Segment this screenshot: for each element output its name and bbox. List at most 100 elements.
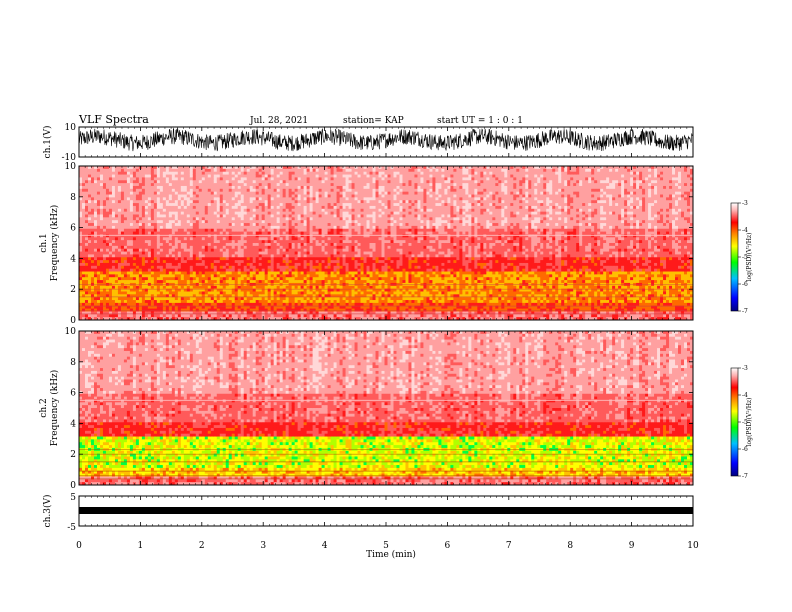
- spectrogram-cell: [108, 314, 113, 318]
- spectrogram-cell: [87, 308, 92, 312]
- spectrogram-cell: [228, 245, 233, 250]
- spectrogram-cell: [207, 265, 212, 270]
- spectrogram-cell: [82, 277, 86, 281]
- spectrogram-cell: [126, 220, 131, 224]
- spectrogram-cell: [79, 200, 83, 204]
- spectrogram-cell: [99, 188, 104, 193]
- spectrogram-cell: [291, 245, 296, 250]
- spectrogram-cell: [105, 302, 110, 307]
- spectrogram-cell: [303, 297, 308, 301]
- spectrogram-cell: [345, 317, 349, 320]
- spectrogram-cell: [162, 177, 167, 181]
- spectrogram-cell: [207, 208, 212, 213]
- spectrogram-cell: [210, 185, 215, 190]
- spectrogram-cell: [249, 237, 254, 241]
- spectrogram-cell: [240, 305, 245, 309]
- spectrogram-cell: [288, 205, 293, 210]
- spectrogram-cell: [171, 285, 176, 290]
- spectrogram-cell: [93, 317, 98, 320]
- spectrogram-cell: [234, 220, 239, 224]
- ch1-spectrogram-image: [79, 166, 693, 320]
- spectrogram-cell: [249, 188, 254, 193]
- spectrogram-cell: [225, 311, 230, 315]
- spectrogram-cell: [183, 254, 188, 258]
- spectrogram-cell: [168, 237, 173, 241]
- spectrogram-cell: [150, 248, 155, 252]
- spectrogram-cell: [243, 300, 248, 304]
- spectrogram-cell: [264, 223, 269, 227]
- spectrogram-cell: [111, 248, 116, 252]
- spectrogram-cell: [150, 243, 155, 247]
- spectrogram-cell: [150, 220, 155, 224]
- spectrogram-cell: [84, 214, 89, 218]
- spectrogram-cell: [267, 174, 272, 178]
- spectrogram-cell: [132, 228, 137, 232]
- spectrogram-cell: [162, 248, 167, 252]
- spectrogram-cell: [219, 223, 224, 227]
- spectrogram-cell: [225, 308, 230, 312]
- spectrogram-cell: [204, 300, 209, 304]
- spectrogram-cell: [315, 254, 320, 258]
- spectrogram-cell: [90, 183, 95, 187]
- spectrogram-cell: [294, 291, 299, 295]
- spectrogram-cell: [216, 208, 221, 213]
- spectrogram-cell: [99, 294, 104, 298]
- spectrogram-cell: [165, 311, 170, 315]
- spectrogram-cell: [213, 243, 218, 247]
- spectrogram-cell: [216, 260, 221, 264]
- spectrogram-cell: [255, 237, 260, 241]
- spectrogram-cell: [117, 280, 122, 284]
- spectrogram-cell: [324, 257, 328, 261]
- spectrogram-cell: [246, 203, 251, 207]
- spectrogram-cell: [345, 271, 349, 275]
- spectrogram-cell: [231, 245, 236, 250]
- spectrogram-cell: [189, 268, 194, 272]
- spectrogram-cell: [150, 203, 155, 207]
- spectrogram-cell: [162, 308, 167, 312]
- spectrogram-cell: [201, 280, 206, 284]
- spectrogram-cell: [219, 168, 224, 173]
- spectrogram-cell: [282, 188, 287, 193]
- spectrogram-cell: [297, 274, 302, 278]
- spectrogram-cell: [264, 166, 269, 170]
- spectrogram-cell: [126, 294, 131, 298]
- spectrogram-cell: [153, 285, 158, 290]
- spectrogram-cell: [120, 248, 125, 252]
- spectrogram-cell: [147, 217, 152, 221]
- spectrogram-cell: [141, 317, 146, 320]
- spectrogram-cell: [138, 197, 143, 201]
- spectrogram-cell: [321, 177, 325, 181]
- spectrogram-cell: [306, 288, 311, 292]
- spectrogram-cell: [237, 280, 242, 284]
- spectrogram-cell: [153, 251, 158, 255]
- ch1-ylabel: ch.1(V): [42, 126, 53, 159]
- spectrogram-cell: [324, 314, 328, 318]
- spectrogram-cell: [90, 188, 95, 193]
- spectrogram-cell: [114, 166, 119, 170]
- spectrogram-cell: [345, 297, 349, 301]
- spectrogram-cell: [129, 248, 134, 252]
- spectrogram-cell: [336, 240, 340, 244]
- spectrogram-cell: [117, 285, 122, 290]
- spectrogram-cell: [339, 243, 343, 247]
- spectrogram-cell: [192, 177, 197, 181]
- spectrogram-cell: [207, 240, 212, 244]
- spectrogram-cell: [168, 185, 173, 190]
- spectrogram-cell: [333, 180, 337, 184]
- spectrogram-cell: [180, 280, 185, 284]
- spectrogram-cell: [321, 300, 325, 304]
- spectrogram-cell: [231, 234, 236, 238]
- spectrogram-cell: [192, 305, 197, 309]
- spectrogram-cell: [273, 174, 278, 178]
- spectrogram-cell: [129, 302, 134, 307]
- spectrogram-cell: [285, 248, 290, 252]
- spectrogram-cell: [162, 166, 167, 170]
- spectrogram-cell: [243, 168, 248, 173]
- spectrogram-cell: [222, 254, 227, 258]
- spectrogram-cell: [162, 240, 167, 244]
- spectrogram-cell: [147, 285, 152, 290]
- spectrogram-cell: [273, 171, 278, 175]
- spectrogram-cell: [84, 265, 89, 270]
- spectrogram-cell: [315, 248, 320, 252]
- spectrogram-cell: [126, 231, 131, 235]
